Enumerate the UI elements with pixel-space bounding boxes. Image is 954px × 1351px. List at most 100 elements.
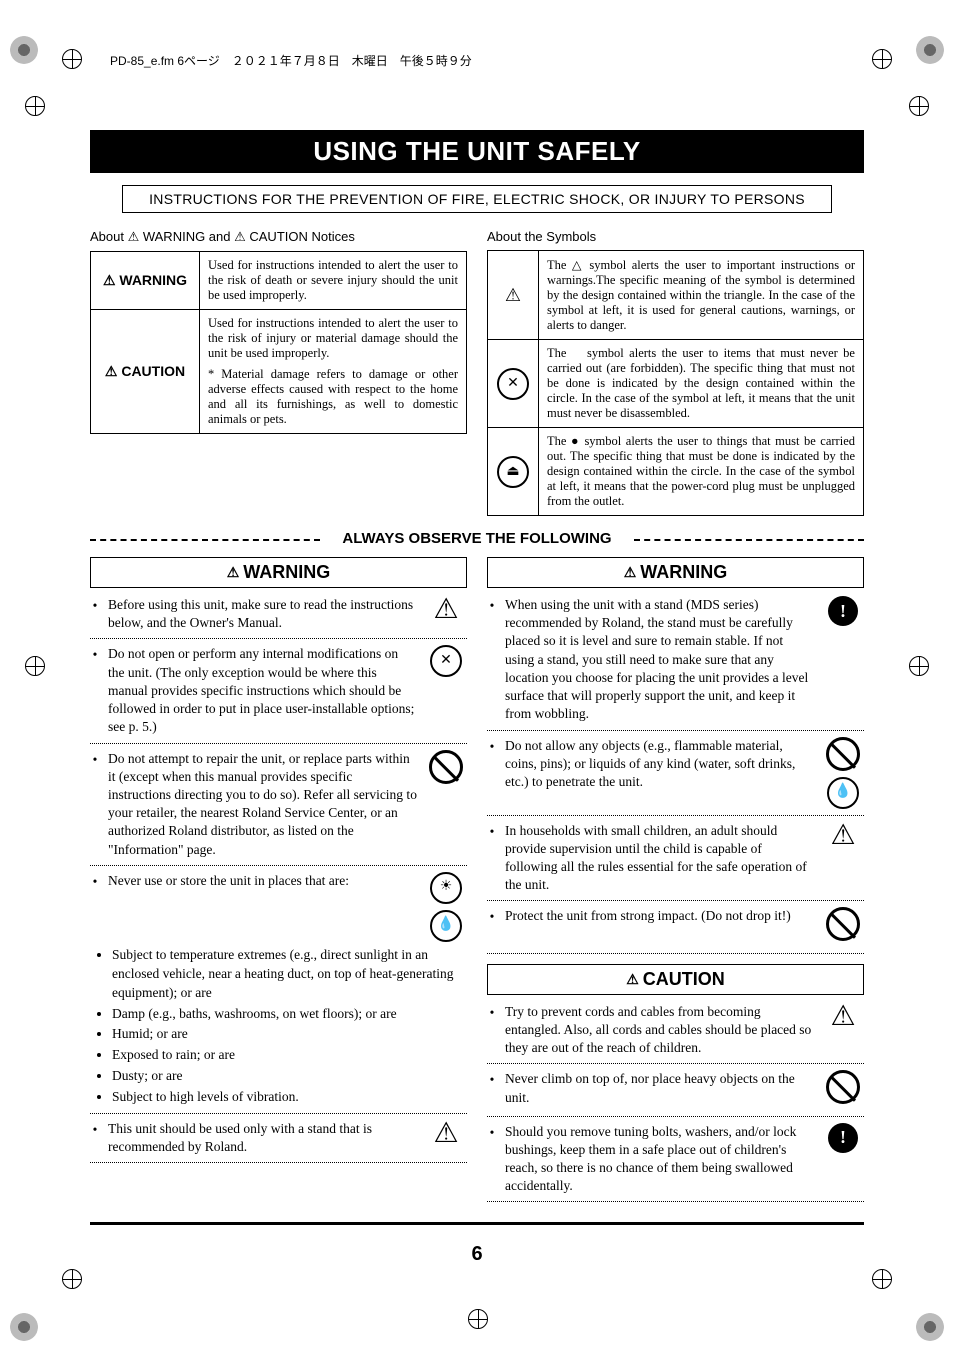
bullet-text: Should you remove tuning bolts, washers,…: [505, 1123, 814, 1196]
alert-triangle-icon: ⚠: [830, 1003, 855, 1031]
bullet-text: Before using this unit, make sure to rea…: [108, 596, 417, 632]
bullet-dot-icon: •: [90, 750, 100, 769]
page: PD-85_e.fm 6ページ ２０２１年７月８日 木曜日 午後５時９分 USI…: [0, 0, 954, 1351]
warning-triangle-icon: ⚠: [227, 564, 240, 581]
bullet-icon: ⚠: [822, 822, 864, 850]
no-disassemble-icon: ✕: [488, 340, 539, 428]
register-mark-icon: [872, 1269, 892, 1289]
dotted-separator: [90, 1113, 467, 1114]
sub-list-item: Subject to high levels of vibration.: [112, 1088, 467, 1107]
bullet-text: In households with small children, an ad…: [505, 822, 814, 895]
bullet-item: • Do not attempt to repair the unit, or r…: [90, 750, 467, 859]
bullet-item: • Before using this unit, make sure to re…: [90, 596, 467, 632]
prohibit-icon: [429, 750, 463, 784]
register-mark-icon: [909, 656, 929, 676]
no-disassemble-icon: ✕: [430, 645, 462, 677]
dotted-separator: [90, 638, 467, 639]
sub-list-item: Subject to temperature extremes (e.g., d…: [112, 946, 467, 1003]
sub-list: Subject to temperature extremes (e.g., d…: [112, 946, 467, 1107]
right-column: ⚠ WARNING • When using the unit with a st…: [487, 557, 864, 1208]
warning-header-text: WARNING: [640, 562, 727, 583]
dotted-separator: [487, 953, 864, 954]
bullet-dot-icon: •: [487, 822, 497, 841]
crop-mark-icon: [10, 1313, 38, 1341]
warning-label: ⚠ WARNING: [91, 252, 200, 310]
page-number: 6: [90, 1243, 864, 1266]
caution-text: Used for instructions intended to alert …: [200, 310, 467, 434]
bullet-icon: [425, 750, 467, 789]
alert-triangle-icon: ⚠: [433, 1120, 458, 1148]
mandatory-circle-icon: !: [828, 596, 858, 626]
left-column: ⚠ WARNING • Before using this unit, make …: [90, 557, 467, 1208]
bullet-text: When using the unit with a stand (MDS se…: [505, 596, 814, 724]
sub-list-item: Dusty; or are: [112, 1067, 467, 1086]
bullet-text: Try to prevent cords and cables from bec…: [505, 1003, 814, 1058]
bullet-icon: 💧: [822, 737, 864, 809]
dotted-separator: [90, 865, 467, 866]
caution-text-1: Used for instructions intended to alert …: [208, 316, 458, 361]
bullet-icon: ☀💧: [425, 872, 467, 942]
bullet-item: • In households with small children, an a…: [487, 822, 864, 895]
register-mark-icon: [25, 656, 45, 676]
symbol-prohibit-text: The ⃠ symbol alerts the user to items th…: [539, 340, 864, 428]
register-mark-icon: [62, 49, 82, 69]
sub-list-item: Exposed to rain; or are: [112, 1046, 467, 1065]
bullet-text: Never climb on top of, nor place heavy o…: [505, 1070, 814, 1106]
prohibit-icon: [826, 1070, 860, 1104]
dotted-separator: [90, 1162, 467, 1163]
bullet-text: Do not attempt to repair the unit, or re…: [108, 750, 417, 859]
bullet-dot-icon: •: [487, 737, 497, 756]
bullet-item: •Never climb on top of, nor place heavy …: [487, 1070, 864, 1109]
bullet-item: • Protect the unit from strong impact. (D…: [487, 907, 864, 946]
register-mark-icon: [909, 96, 929, 116]
bullet-icon: !: [822, 596, 864, 626]
alert-triangle-icon: ⚠: [433, 596, 458, 624]
bullet-dot-icon: •: [90, 872, 100, 891]
bullet-text: Never use or store the unit in places th…: [108, 872, 417, 890]
sub-list-item: Humid; or are: [112, 1025, 467, 1044]
always-observe-divider: ALWAYS OBSERVE THE FOLLOWING: [90, 530, 864, 547]
caution-header: ⚠ CAUTION: [487, 964, 864, 995]
dotted-separator: [487, 815, 864, 816]
bullet-text: Do not open or perform any internal modi…: [108, 645, 417, 736]
alert-triangle-icon: ⚠: [830, 822, 855, 850]
caution-label: ⚠ CAUTION: [91, 310, 200, 434]
dotted-separator: [90, 743, 467, 744]
doc-header: PD-85_e.fm 6ページ ２０２１年７月８日 木曜日 午後５時９分: [110, 52, 472, 69]
triangle-alert-icon: ⚠: [488, 251, 539, 340]
bullet-dot-icon: •: [90, 596, 100, 615]
bullet-icon: [822, 1070, 864, 1109]
bullet-text: Protect the unit from strong impact. (Do…: [505, 907, 814, 925]
about-symbols-heading: About the Symbols: [487, 229, 864, 244]
notices-row: About ⚠ WARNING and ⚠ CAUTION Notices ⚠ …: [90, 225, 864, 516]
bullet-icon: !: [822, 1123, 864, 1153]
crop-mark-icon: [916, 36, 944, 64]
notices-table: ⚠ WARNING Used for instructions intended…: [90, 251, 467, 434]
symbols-table: ⚠ The △ symbol alerts the user to import…: [487, 250, 864, 516]
bullet-item: •Do not allow any objects (e.g., flammab…: [487, 737, 864, 809]
bullet-icon: ⚠: [822, 1003, 864, 1031]
sub-list-item: Damp (e.g., baths, washrooms, on wet flo…: [112, 1005, 467, 1024]
bullet-dot-icon: •: [90, 1120, 100, 1139]
crop-mark-icon: [916, 1313, 944, 1341]
bullet-item: •Try to prevent cords and cables from be…: [487, 1003, 864, 1058]
bullet-icon: ⚠: [425, 1120, 467, 1148]
no-sun-icon: ☀: [430, 872, 462, 904]
bullet-item: •Should you remove tuning bolts, washers…: [487, 1123, 864, 1196]
prohibit-icon: [826, 907, 860, 941]
bullet-dot-icon: •: [487, 907, 497, 926]
register-mark-icon: [62, 1269, 82, 1289]
register-mark-icon: [872, 49, 892, 69]
bottom-rule: [90, 1222, 864, 1225]
bullet-text: This unit should be used only with a sta…: [108, 1120, 417, 1156]
no-liquid-icon: 💧: [827, 777, 859, 809]
about-notices-heading: About ⚠ WARNING and ⚠ CAUTION Notices: [90, 229, 467, 245]
warning-header-text: WARNING: [243, 562, 330, 583]
caution-text-2: * Material damage refers to damage or ot…: [208, 367, 458, 427]
main-columns: ⚠ WARNING • Before using this unit, make …: [90, 557, 864, 1208]
page-title: USING THE UNIT SAFELY: [90, 130, 864, 173]
dotted-separator: [487, 1116, 864, 1117]
crop-mark-icon: [10, 36, 38, 64]
register-mark-icon: [25, 96, 45, 116]
warning-header-right: ⚠ WARNING: [487, 557, 864, 588]
